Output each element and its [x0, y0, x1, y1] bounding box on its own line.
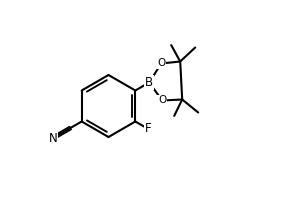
Text: N: N [48, 132, 57, 145]
Text: B: B [145, 76, 153, 89]
Text: O: O [157, 58, 165, 68]
Text: O: O [158, 95, 166, 105]
Text: F: F [144, 122, 151, 135]
